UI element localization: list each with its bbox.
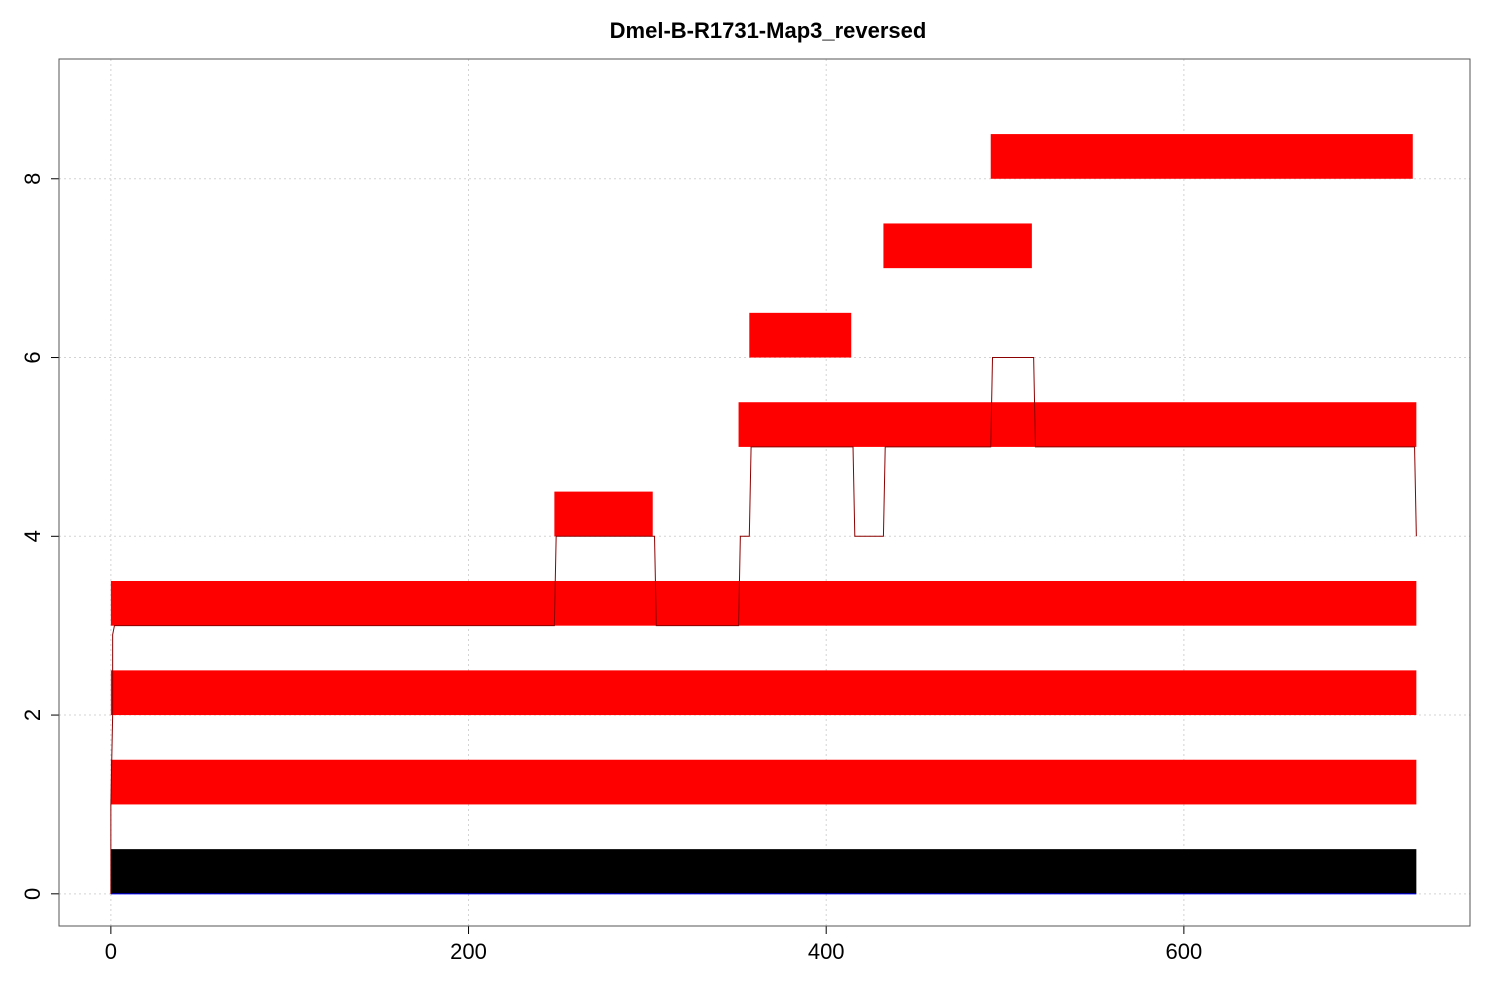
bar-6	[749, 312, 852, 358]
y-tick-label-1: 2	[20, 709, 45, 721]
chart-title: Dmel-B-R1731-Map3_reversed	[610, 18, 927, 43]
bar-7	[883, 223, 1032, 269]
bar-3	[110, 580, 1417, 626]
bar-4	[554, 491, 653, 537]
x-tick-label-0: 0	[105, 939, 117, 964]
coverage-line-layer	[110, 357, 1417, 895]
plot-frame	[58, 58, 1471, 927]
bar-8	[990, 134, 1413, 179]
y-tick-label-0: 0	[20, 888, 45, 900]
y-tick-label-3: 6	[20, 351, 45, 363]
y-tick-label-4: 8	[20, 173, 45, 185]
y-tick-label-2: 4	[20, 530, 45, 542]
x-tick-label-3: 600	[1166, 939, 1203, 964]
bar-5	[738, 402, 1417, 447]
bars-layer	[110, 134, 1417, 894]
x-tick-label-2: 400	[808, 939, 845, 964]
bar-1	[110, 759, 1417, 805]
bar-0	[110, 849, 1417, 894]
coverage-line	[110, 357, 1417, 894]
bar-2	[110, 670, 1417, 716]
x-tick-label-1: 200	[450, 939, 487, 964]
axes: 0 200 400 600 0 2 4 6 8	[20, 173, 1202, 964]
